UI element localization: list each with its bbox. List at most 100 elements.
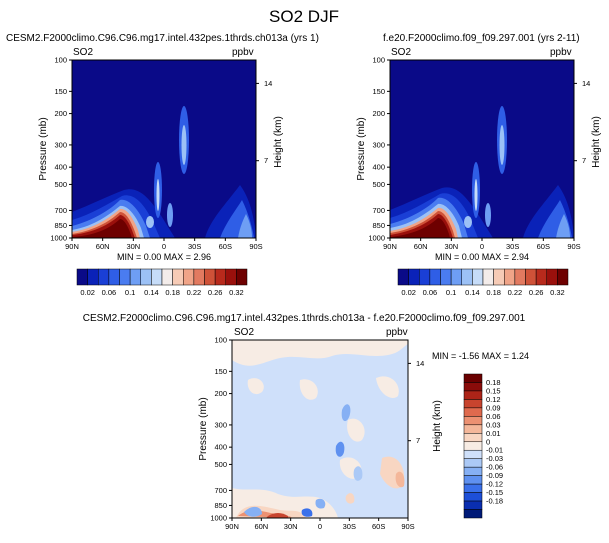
y-axis-label: Pressure (mb) [38,117,49,180]
colorbar-label: 0.1 [125,288,135,297]
colorbar-swatch [225,268,237,286]
colorbar-label: 0.12 [486,395,501,404]
colorbar-label: 0.06 [102,288,117,297]
stats-label: MIN = -1.56 MAX = 1.24 [432,351,529,361]
colorbar-label: 0.06 [423,288,438,297]
x-tick-label: 30N [126,242,140,251]
colorbar-swatch [463,424,483,434]
variable-label: SO2 [234,327,254,338]
x-tick-label: 90N [65,242,79,251]
x-tick-label: 30S [188,242,201,251]
colorbar-label: 0.02 [80,288,95,297]
colorbar-swatch [172,268,184,286]
colorbar-label: 0.22 [508,288,523,297]
y-tick-label: 1000 [50,234,67,243]
colorbar-label: 0.18 [486,288,501,297]
colorbar-label: -0.06 [486,463,503,472]
variable-label: SO2 [391,47,411,58]
y-tick-label: 200 [214,389,227,398]
panel-difference: CESM2.F2000climo.C96.C96.mg17.intel.432p… [83,313,529,531]
colorbar-swatch [463,483,483,493]
y-tick-label: 300 [54,140,67,149]
y2-tick-label: 7 [416,436,420,445]
colorbar: 0.180.150.120.090.060.030.010-0.01-0.03-… [463,373,503,519]
panel-model-test: CESM2.F2000climo.C96.C96.mg17.intel.432p… [6,33,319,297]
colorbar-swatch [119,268,131,286]
contour-field [390,60,574,238]
x-tick-label: 0 [318,522,322,531]
colorbar: 0.02 0.06 0.1 0.14 0.18 0.22 0.26 0.32 [76,268,248,297]
y-tick-label: 400 [372,163,385,172]
colorbar-swatch [461,268,473,286]
colorbar-swatch [525,268,537,286]
colorbar-swatch [76,268,88,286]
colorbar-label: 0.26 [529,288,544,297]
colorbar-swatch [463,492,483,502]
x-tick-label: 0 [480,242,484,251]
y-tick-label: 700 [214,486,227,495]
panel-title: CESM2.F2000climo.C96.C96.mg17.intel.432p… [6,33,319,44]
y-tick-label: 500 [54,180,67,189]
y-tick-label: 150 [372,87,385,96]
colorbar-swatch [482,268,494,286]
colorbar-swatch [546,268,558,286]
colorbar-label: 0.15 [486,386,501,395]
colorbar-swatch [161,268,173,286]
units-label: ppbv [232,47,254,58]
colorbar-label: 0.14 [144,288,159,297]
x-tick-label: 0 [162,242,166,251]
y-tick-label: 400 [214,443,227,452]
colorbar-swatch [98,268,110,286]
colorbar-swatch [236,268,248,286]
colorbar-label: -0.03 [486,454,503,463]
colorbar-swatch [535,268,547,286]
y-tick-label: 1000 [368,234,385,243]
y2-axis-label: Height (km) [273,116,284,168]
x-tick-label: 60N [254,522,268,531]
x-tick-label: 60S [219,242,232,251]
y-tick-label: 100 [54,56,67,65]
y2-axis-label: Height (km) [591,116,602,168]
x-tick-label: 30N [284,522,298,531]
colorbar-swatch [140,268,152,286]
x-tick-label: 90N [225,522,239,531]
colorbar-label: -0.09 [486,471,503,480]
colorbar-swatch [463,500,483,510]
colorbar-label: 0.02 [401,288,416,297]
y-tick-label: 700 [372,206,385,215]
y2-tick-label: 14 [264,79,272,88]
y2-tick-label: 14 [416,359,424,368]
colorbar-label: 0.06 [486,412,501,421]
x-tick-label: 60N [414,242,428,251]
colorbar-swatch [463,475,483,485]
colorbar-swatch [214,268,226,286]
colorbar-swatch [463,433,483,443]
colorbar-swatch [463,373,483,383]
colorbar-swatch [463,382,483,392]
figure-title: SO2 DJF [269,7,339,26]
colorbar-swatch [493,268,505,286]
colorbar-label: 0.26 [208,288,223,297]
y-tick-label: 100 [214,336,227,345]
colorbar-label: -0.01 [486,446,503,455]
colorbar-swatch [450,268,462,286]
colorbar-label: 0.09 [486,403,501,412]
colorbar-swatch [463,399,483,409]
colorbar-swatch [108,268,120,286]
colorbar-swatch [463,458,483,468]
y-tick-label: 300 [214,420,227,429]
y-tick-label: 100 [372,56,385,65]
units-label: ppbv [550,47,572,58]
colorbar-swatch [472,268,484,286]
colorbar-swatch [463,416,483,426]
colorbar-swatch [463,449,483,459]
axes-ticks: 90N 60N 30N 0 30S 60S 90S 100 150 200 300 400 500 700… [210,336,424,532]
y-tick-label: 850 [372,221,385,230]
colorbar-swatch [204,268,216,286]
colorbar-swatch [397,268,409,286]
colorbar-swatch [87,268,99,286]
y-tick-label: 850 [54,221,67,230]
colorbar-swatch [408,268,420,286]
y-axis-label: Pressure (mb) [198,397,209,460]
